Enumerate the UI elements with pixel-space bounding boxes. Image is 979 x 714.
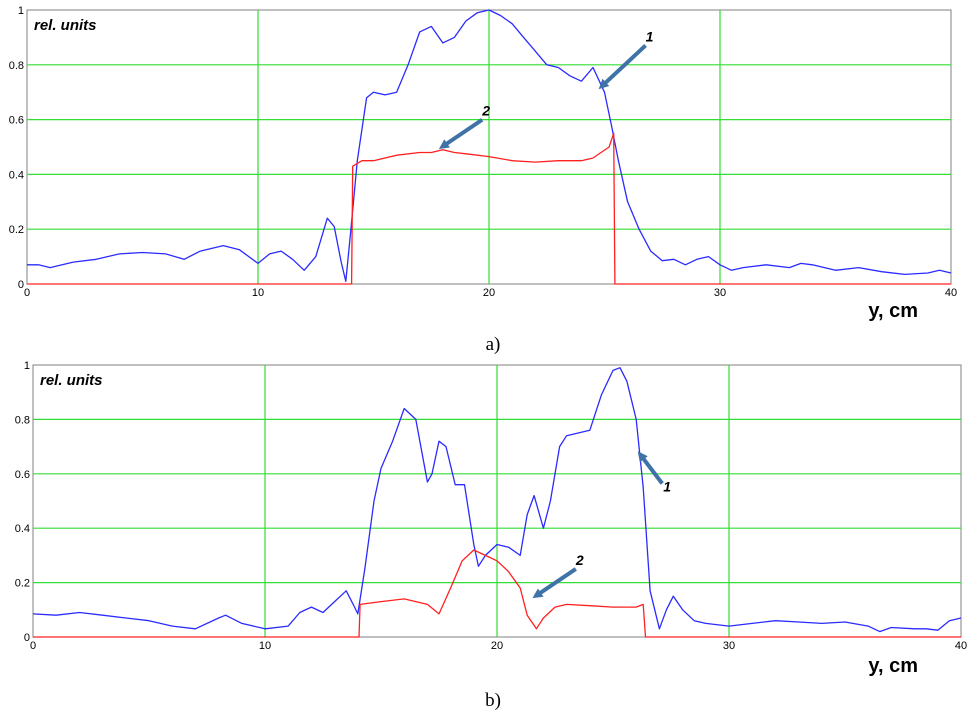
y-tick-label: 0.2 — [15, 578, 30, 590]
series-line-1 — [27, 9, 952, 282]
y-tick-label: 0.6 — [15, 469, 30, 481]
x-tick-label: 10 — [259, 640, 271, 652]
annotation-arrow — [532, 567, 577, 599]
x-tick-label: 40 — [955, 640, 967, 652]
y-tick-label: 0 — [24, 632, 30, 644]
annotation-label: 2 — [481, 103, 490, 119]
panel-caption: b) — [485, 690, 501, 711]
y-tick-label: 0 — [18, 279, 24, 291]
annotation-label: 1 — [663, 478, 671, 494]
y-tick-label: 0.6 — [9, 115, 24, 127]
y-tick-label: 0.2 — [9, 224, 24, 236]
chart-panel-a: 0 10 20 30 40 0 0.2 0.4 0.6 0.8 1 1 2 rel. units y, cm… — [9, 5, 957, 355]
series-line-2 — [33, 549, 961, 638]
y-tick-label: 0.8 — [15, 414, 30, 426]
annotation-arrow — [637, 451, 664, 485]
y-axis-label: rel. units — [34, 17, 97, 34]
chart-panel-b: 0 10 20 30 40 0 0.2 0.4 0.6 0.8 1 1 2 rel. units y, cm… — [15, 360, 967, 711]
y-tick-label: 1 — [24, 360, 30, 372]
x-tick-label: 10 — [252, 287, 264, 299]
x-tick-label: 30 — [714, 287, 726, 299]
panel-caption: a) — [486, 334, 501, 355]
y-tick-label: 0.8 — [9, 60, 24, 72]
annotation-label: 1 — [646, 28, 654, 44]
x-axis-label: y, cm — [868, 300, 918, 322]
y-tick-label: 1 — [18, 5, 24, 17]
y-tick-label: 0.4 — [15, 523, 30, 535]
annotation-arrow — [598, 43, 647, 90]
annotation-label: 2 — [575, 552, 584, 568]
x-tick-label: 0 — [30, 640, 36, 652]
x-tick-label: 0 — [24, 287, 30, 299]
y-tick-label: 0.4 — [9, 169, 24, 181]
x-tick-label: 20 — [491, 640, 503, 652]
x-tick-label: 40 — [945, 287, 957, 299]
y-axis-label: rel. units — [40, 372, 103, 389]
series-line-1 — [32, 367, 962, 633]
series-line-2 — [27, 132, 951, 285]
x-axis-label: y, cm — [868, 655, 918, 677]
annotation-arrow — [438, 118, 484, 149]
x-tick-label: 30 — [723, 640, 735, 652]
x-tick-label: 20 — [483, 287, 495, 299]
